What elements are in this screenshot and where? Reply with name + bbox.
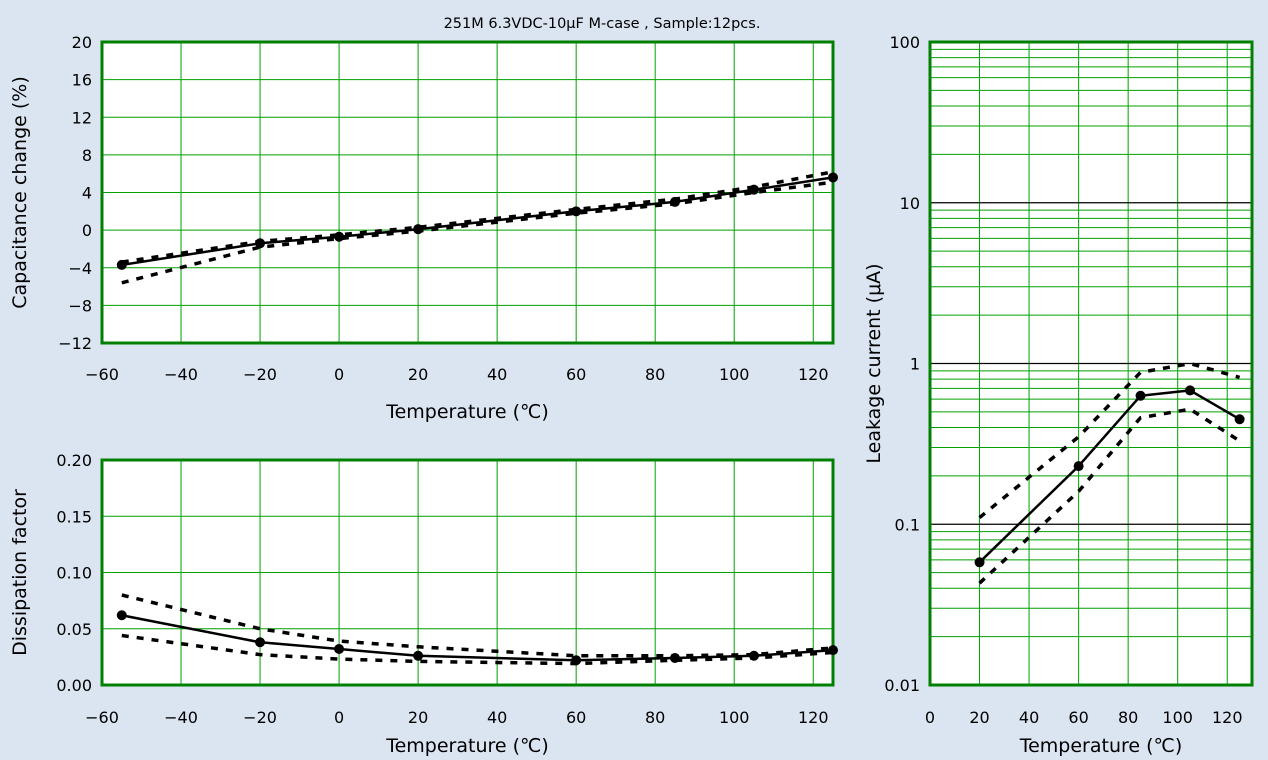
x-tick-label: 0	[334, 365, 344, 384]
x-tick-label: −60	[85, 708, 119, 727]
y-tick-label: 4	[82, 184, 92, 203]
figure-title: 251M 6.3VDC-10μF M-case , Sample:12pcs.	[444, 16, 761, 32]
y-tick-label: −8	[68, 296, 92, 315]
x-tick-label: 20	[408, 365, 428, 384]
y-tick-label: 20	[72, 33, 92, 52]
series-line-min	[121, 180, 834, 285]
plot-frame	[100, 40, 835, 345]
series-line-average	[121, 176, 834, 267]
x-tick-label: 40	[1019, 708, 1039, 727]
x-tick-label: 80	[1118, 708, 1138, 727]
x-tick-label: 40	[487, 708, 507, 727]
y-tick-label: 0	[82, 221, 92, 240]
y-tick-label: −12	[58, 334, 92, 353]
x-tick-label: 120	[798, 365, 829, 384]
x-tick-label: 120	[798, 708, 829, 727]
series-line-max	[121, 170, 834, 264]
x-axis-label: Temperature (℃)	[1019, 735, 1183, 757]
y-tick-label: 0.01	[884, 676, 920, 695]
x-tick-label: 20	[969, 708, 989, 727]
x-axis-label: Temperature (℃)	[385, 735, 549, 757]
y-axis-label: Dissipation factor	[9, 489, 31, 656]
data-point-average	[334, 644, 345, 654]
x-tick-label: 20	[408, 708, 428, 727]
x-tick-label: 80	[645, 708, 665, 727]
x-tick-label: 100	[719, 365, 750, 384]
x-tick-label: −60	[85, 365, 119, 384]
data-point-average	[255, 637, 266, 648]
data-point-average	[974, 557, 985, 568]
data-point-average	[1185, 385, 1196, 396]
y-tick-label: −4	[68, 259, 92, 278]
y-axis-label: Leakage current (μA)	[863, 263, 885, 463]
series-line-max	[121, 593, 834, 658]
dissipation-factor-chart: −60 −40 −20 0 20 40 60 80 100 120 0.00 0.05 0.10 0.15…	[9, 451, 838, 757]
y-tick-label: 8	[82, 146, 92, 165]
y-tick-label: 1	[910, 355, 920, 374]
data-point-average	[828, 172, 838, 183]
data-point-average	[413, 650, 424, 661]
x-tick-label: 60	[1068, 708, 1088, 727]
y-tick-label: 0.20	[56, 451, 92, 470]
series-line-min	[978, 407, 1241, 585]
x-tick-label: 60	[566, 365, 586, 384]
leakage-current-chart: 0 20 40 60 80 100 120 0.01 0.1 1 10 100 Temperature …	[863, 33, 1254, 757]
y-tick-label: 100	[889, 33, 920, 52]
data-point-average	[1135, 390, 1146, 401]
series-line-average	[121, 614, 834, 662]
y-tick-label: 0.15	[56, 507, 92, 526]
x-tick-label: 120	[1212, 708, 1243, 727]
gridlines	[929, 41, 1252, 686]
y-tick-label: 0.00	[56, 676, 92, 695]
y-tick-label: 12	[72, 108, 92, 127]
x-tick-label: 0	[334, 708, 344, 727]
y-tick-label: 0.05	[56, 620, 92, 639]
data-point-average	[1073, 461, 1084, 472]
x-tick-label: 100	[719, 708, 750, 727]
y-tick-label: 0.1	[895, 515, 920, 534]
x-axis-label: Temperature (℃)	[385, 401, 549, 423]
plot-frame	[928, 40, 1254, 687]
series-line-min	[121, 633, 834, 666]
x-tick-label: 0	[925, 708, 935, 727]
capacitance-change-chart: −60 −40 −20 0 20 40 60 80 100 120−12−8−4048121620…	[9, 33, 838, 423]
data-point-average	[116, 610, 127, 621]
x-tick-label: 80	[645, 365, 665, 384]
x-tick-label: −20	[243, 708, 277, 727]
y-tick-label: 0.10	[56, 564, 92, 583]
x-tick-label: −40	[164, 365, 198, 384]
x-tick-label: 60	[566, 708, 586, 727]
x-tick-label: 40	[487, 365, 507, 384]
x-tick-label: −40	[164, 708, 198, 727]
x-tick-label: −20	[243, 365, 277, 384]
y-tick-label: 10	[900, 194, 920, 213]
data-point-average	[1234, 414, 1245, 425]
x-tick-label: 100	[1162, 708, 1193, 727]
y-tick-label: 16	[72, 71, 92, 90]
plot-frame	[100, 458, 835, 687]
y-axis-label: Capacitance change (%)	[9, 76, 31, 309]
